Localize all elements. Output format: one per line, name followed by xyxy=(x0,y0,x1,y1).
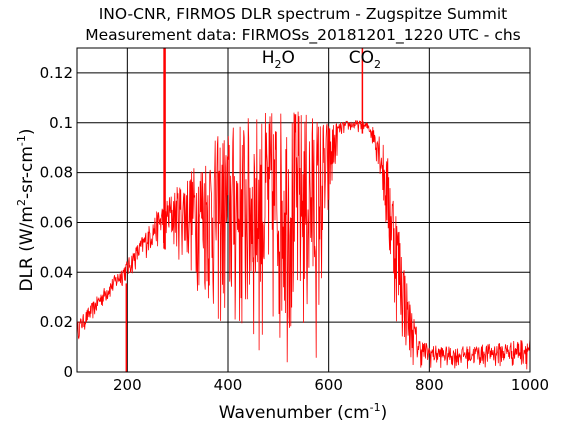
y-tick-label: 0.06 xyxy=(40,213,73,231)
x-tick-label: 200 xyxy=(113,376,142,394)
x-tick-label: 800 xyxy=(415,376,444,394)
chart-title: INO-CNR, FIRMOS DLR spectrum - Zugspitze… xyxy=(99,5,508,23)
y-tick-label: 0.12 xyxy=(40,64,73,82)
x-axis-label: Wavenumber (cm-1) xyxy=(219,401,388,423)
dlr-series-line xyxy=(77,111,530,370)
y-tick-label: 0.1 xyxy=(49,114,73,132)
axis-ticks: 200 400 600 800 1000 0 0.02 0.04 0.06 0.08 0.1 0.12 xyxy=(40,64,550,394)
x-tick-label: 1000 xyxy=(511,376,549,394)
annotation-label: CO2 xyxy=(349,48,381,71)
plot-frame xyxy=(76,47,531,373)
annotations: H2O CO2 xyxy=(262,48,381,71)
y-tick-label: 0.08 xyxy=(40,164,73,182)
y-tick-label: 0.04 xyxy=(40,263,73,281)
y-axis-label: DLR (W/m2-sr-cm-1) xyxy=(15,128,37,291)
x-tick-label: 400 xyxy=(214,376,243,394)
series-spikes xyxy=(125,48,364,372)
chart-subtitle: Measurement data: FIRMOSs_20181201_1220 … xyxy=(85,26,521,45)
x-tick-label: 600 xyxy=(314,376,343,394)
y-tick-label: 0.02 xyxy=(40,313,73,331)
y-tick-label: 0 xyxy=(63,363,73,381)
annotation-label: H2O xyxy=(262,48,295,71)
